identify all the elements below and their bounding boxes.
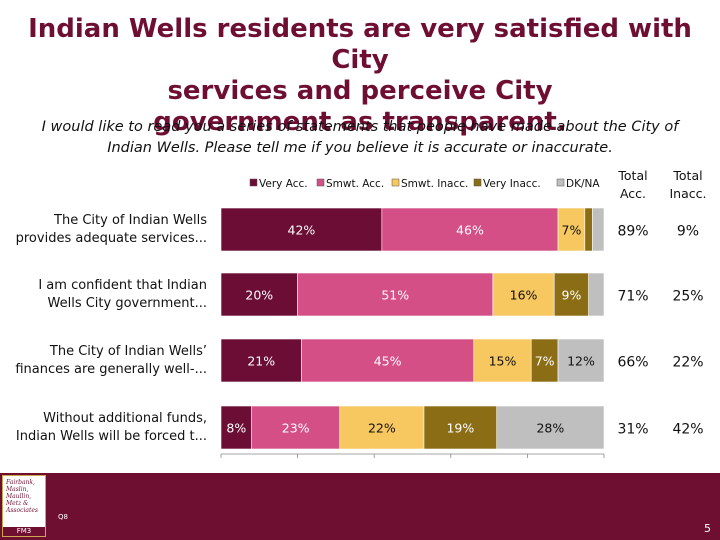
bar-segment [220,405,252,450]
category-label: Wells City government... [48,296,207,311]
total-inacc-value: 42% [672,422,703,438]
bar-segment [592,207,605,252]
logo-line: Metz & [6,500,29,507]
bar-segment [496,405,605,450]
question-line: I would like to read you a series of sta… [41,119,679,135]
category-label: provides adequate services... [16,231,207,246]
bar-value-label: 20% [245,288,273,303]
logo-badge: FM3 [3,527,45,536]
legend-label: Very Acc. [259,178,308,190]
bar-segment [220,338,302,383]
bar-segment [301,338,475,383]
logo-line: Maslin, [6,486,29,493]
category-label: The City of Indian Wells [53,213,207,228]
bar-segment [381,207,559,252]
bar-segment [557,207,586,252]
legend-label: Very Inacc. [483,178,541,190]
bar-value-label: 8% [226,421,246,436]
bar-segment [530,338,559,383]
total-inacc-value: 25% [672,289,703,305]
category-label: I am confident that Indian [38,278,207,293]
bar-segment [557,338,605,383]
bar-value-label: 46% [456,223,484,238]
total-acc-value: 31% [617,422,648,438]
bar-value-label: 16% [510,288,538,303]
bar-value-label: 28% [536,421,564,436]
bar-value-label: 19% [446,421,474,436]
bar-value-label: 42% [288,223,316,238]
question-text: I would like to read you a series of sta… [20,117,700,159]
title-line: government as transparent. [153,107,567,137]
total-inacc-header: Total [672,168,702,183]
logo-line: Maullin, [6,493,32,500]
legend-label: Smwt. Acc. [326,178,384,190]
total-acc-value: 71% [617,289,648,305]
bar-segment [220,272,298,317]
bar-segment [220,207,383,252]
bar-value-label: 51% [381,288,409,303]
title-line: services and perceive City [167,76,553,106]
bar-value-label: 22% [368,421,396,436]
title-line: Indian Wells residents are very satisfie… [28,14,692,75]
legend-swatch [391,178,400,187]
legend-swatch [249,178,258,187]
bar-value-label: 7% [535,354,555,369]
total-acc-header: Acc. [620,186,646,201]
total-inacc-value: 22% [672,355,703,371]
category-label: The City of Indian Wells’ [49,344,207,359]
footer-bar [0,473,720,540]
bar-segment [492,272,555,317]
bar-segment [251,405,341,450]
bar-value-label: 45% [374,354,402,369]
bar-value-label: 23% [282,421,310,436]
total-acc-value: 89% [617,224,648,240]
logo-line: Associates [6,507,39,514]
legend-swatch [316,178,325,187]
bar-value-label: 12% [567,354,595,369]
bar-segment [423,405,498,450]
bar-value-label: 9% [562,288,582,303]
question-number: Q8 [58,513,68,521]
legend-label: Smwt. Inacc. [401,178,468,190]
bar-value-label: 15% [489,354,517,369]
logo-line: Fairbank, [6,479,35,486]
bar-segment [297,272,494,317]
legend-swatch [556,178,565,187]
total-acc-value: 66% [617,355,648,371]
bar-segment [473,338,532,383]
category-label: Indian Wells will be forced t... [16,429,207,444]
page-number: 5 [704,522,711,535]
total-inacc-header: Inacc. [670,186,707,201]
page-title: Indian Wells residents are very satisfie… [0,14,720,138]
bar-segment [588,272,605,317]
total-inacc-value: 9% [677,224,699,240]
bar-value-label: 7% [562,223,582,238]
company-logo: Fairbank, Maslin, Maullin, Metz & Associ… [2,475,46,537]
legend-swatch [473,178,482,187]
question-line: Indian Wells. Please tell me if you beli… [107,140,613,156]
category-label: Without additional funds, [43,411,207,426]
bar-segment [584,207,593,252]
category-label: finances are generally well-... [15,362,207,377]
bar-segment [339,405,425,450]
legend-label: DK/NA [566,178,600,190]
total-acc-header: Total [617,168,647,183]
bar-value-label: 21% [247,354,275,369]
